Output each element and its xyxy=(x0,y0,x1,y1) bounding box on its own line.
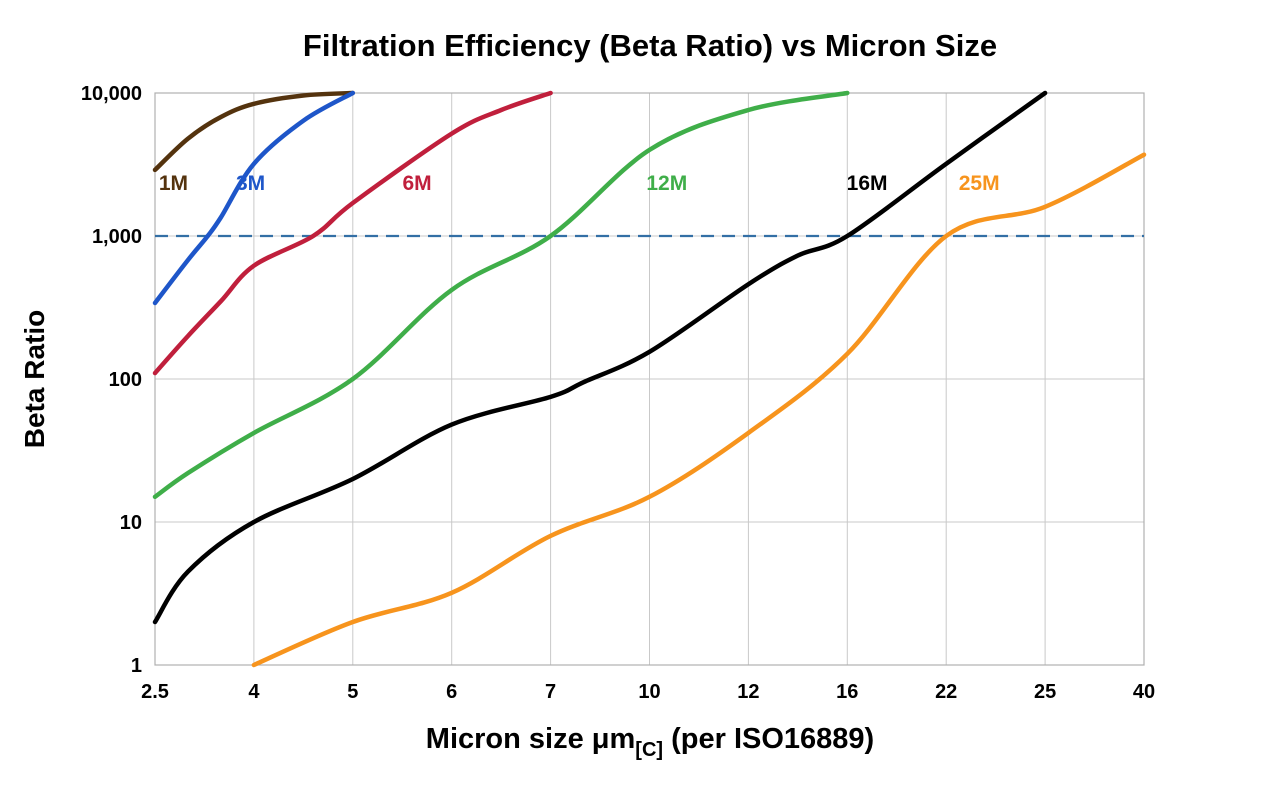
series-label-3M: 3M xyxy=(236,172,265,195)
curve-3M xyxy=(152,90,356,306)
y-tick-label: 100 xyxy=(109,369,142,391)
x-tick-label: 25 xyxy=(1034,681,1056,703)
x-tick-label: 12 xyxy=(737,681,759,703)
series-curves xyxy=(152,90,1147,668)
curve-6M xyxy=(152,90,553,376)
x-tick-label: 7 xyxy=(545,681,556,703)
chart-title: Filtration Efficiency (Beta Ratio) vs Mi… xyxy=(303,28,997,63)
series-label-12M: 12M xyxy=(646,172,687,195)
x-tick-label: 2.5 xyxy=(141,681,169,703)
x-tick-label: 10 xyxy=(638,681,660,703)
x-tick-label: 16 xyxy=(836,681,858,703)
y-tick-label: 1,000 xyxy=(92,226,142,248)
x-tick-label: 4 xyxy=(248,681,260,703)
curve-16M xyxy=(152,90,1048,625)
x-tick-label: 5 xyxy=(347,681,358,703)
series-label-6M: 6M xyxy=(402,172,431,195)
series-label-1M: 1M xyxy=(159,172,188,195)
y-axis-label: Beta Ratio xyxy=(19,310,50,448)
x-axis-label-subscript: [C] xyxy=(635,739,663,761)
x-axis-label-rest: (per ISO16889) xyxy=(663,723,874,755)
y-tick-label: 10 xyxy=(120,512,142,534)
x-tick-label: 6 xyxy=(446,681,457,703)
y-tick-label: 1 xyxy=(131,655,142,677)
curve-12M xyxy=(152,90,850,500)
curve-25M xyxy=(251,152,1147,668)
x-axis-label: Micron size μm[C] (per ISO16889) xyxy=(426,723,874,761)
series-label-16M: 16M xyxy=(847,172,888,195)
series-label-25M: 25M xyxy=(959,172,1000,195)
curve-1M xyxy=(152,90,356,173)
x-axis-label-main: Micron size μm xyxy=(426,723,636,755)
x-tick-label: 22 xyxy=(935,681,957,703)
x-tick-label: 40 xyxy=(1133,681,1155,703)
y-tick-label: 10,000 xyxy=(81,83,142,105)
plot-border xyxy=(154,92,1145,666)
plot-area: 1M 3M 6M 12M 16M 25M 2.5 4 5 6 7 10 12 16 22 25 40 1 10 100… xyxy=(81,83,1155,703)
